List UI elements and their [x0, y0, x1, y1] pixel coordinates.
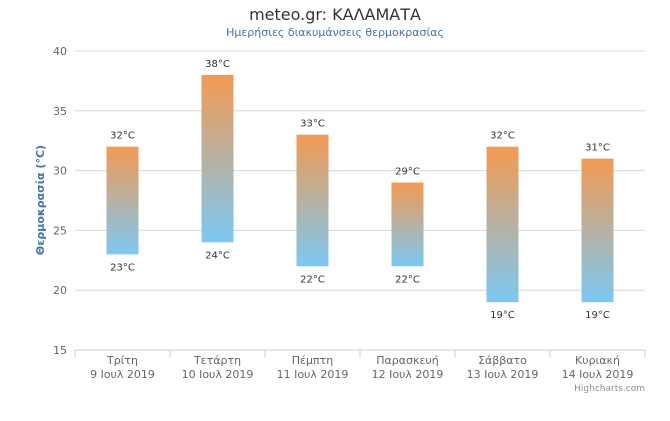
temperature-range-bar[interactable]: [581, 158, 614, 303]
x-tick-date: 13 Ιουλ 2019: [467, 368, 539, 381]
x-tick-day: Τρίτη: [106, 354, 138, 367]
y-axis-ticks: 15 20 25 30 35 40: [53, 45, 67, 357]
high-temp-label: 32°C: [490, 131, 515, 142]
x-tick-date: 9 Ιουλ 2019: [90, 368, 155, 381]
y-tick-label: 15: [53, 344, 67, 357]
y-tick-label: 25: [53, 224, 67, 237]
y-tick-label: 20: [53, 284, 67, 297]
chart-subtitle: Ημερήσιες διακυμάνσεις θερμοκρασίας: [226, 26, 444, 39]
temperature-range-bar[interactable]: [391, 182, 424, 267]
low-temp-label: 22°C: [395, 274, 420, 285]
x-tick-date: 10 Ιουλ 2019: [182, 368, 254, 381]
x-tick-date: 12 Ιουλ 2019: [372, 368, 444, 381]
low-temp-label: 24°C: [205, 250, 230, 261]
high-temp-label: 33°C: [300, 119, 325, 130]
temperature-range-bar[interactable]: [201, 74, 234, 243]
x-tick-date: 11 Ιουλ 2019: [277, 368, 349, 381]
y-axis-title: Θερμοκρασία (°C): [34, 145, 47, 255]
high-temp-label: 31°C: [585, 143, 610, 154]
high-temp-label: 32°C: [110, 131, 135, 142]
credits-link[interactable]: Highcharts.com: [574, 384, 645, 394]
low-temp-label: 23°C: [110, 262, 135, 273]
high-temp-label: 29°C: [395, 167, 420, 178]
x-tick-day: Κυριακή: [575, 354, 620, 367]
low-temp-label: 19°C: [585, 310, 610, 321]
x-tick-day: Τετάρτη: [193, 354, 241, 367]
y-tick-label: 30: [53, 165, 67, 178]
high-temp-label: 38°C: [205, 59, 230, 70]
gridlines: [74, 50, 646, 358]
x-tick-day: Σάββατο: [478, 354, 527, 367]
chart-title: meteo.gr: ΚΑΛΑΜΑΤΑ: [249, 5, 421, 24]
bars: [106, 74, 614, 303]
x-tick-day: Παρασκευή: [376, 354, 439, 367]
y-tick-label: 40: [53, 45, 67, 58]
temperature-range-bar[interactable]: [296, 134, 329, 267]
temperature-range-bar[interactable]: [486, 146, 519, 303]
x-tick-date: 14 Ιουλ 2019: [562, 368, 634, 381]
x-tick-day: Πέμπτη: [292, 354, 333, 367]
low-temp-label: 19°C: [490, 310, 515, 321]
temperature-range-bar[interactable]: [106, 146, 139, 255]
data-labels: 32°C 23°C 38°C 24°C 33°C 22°C 29°C 22°C 32°C 19°C…: [110, 59, 610, 321]
y-tick-label: 35: [53, 105, 67, 118]
low-temp-label: 22°C: [300, 274, 325, 285]
